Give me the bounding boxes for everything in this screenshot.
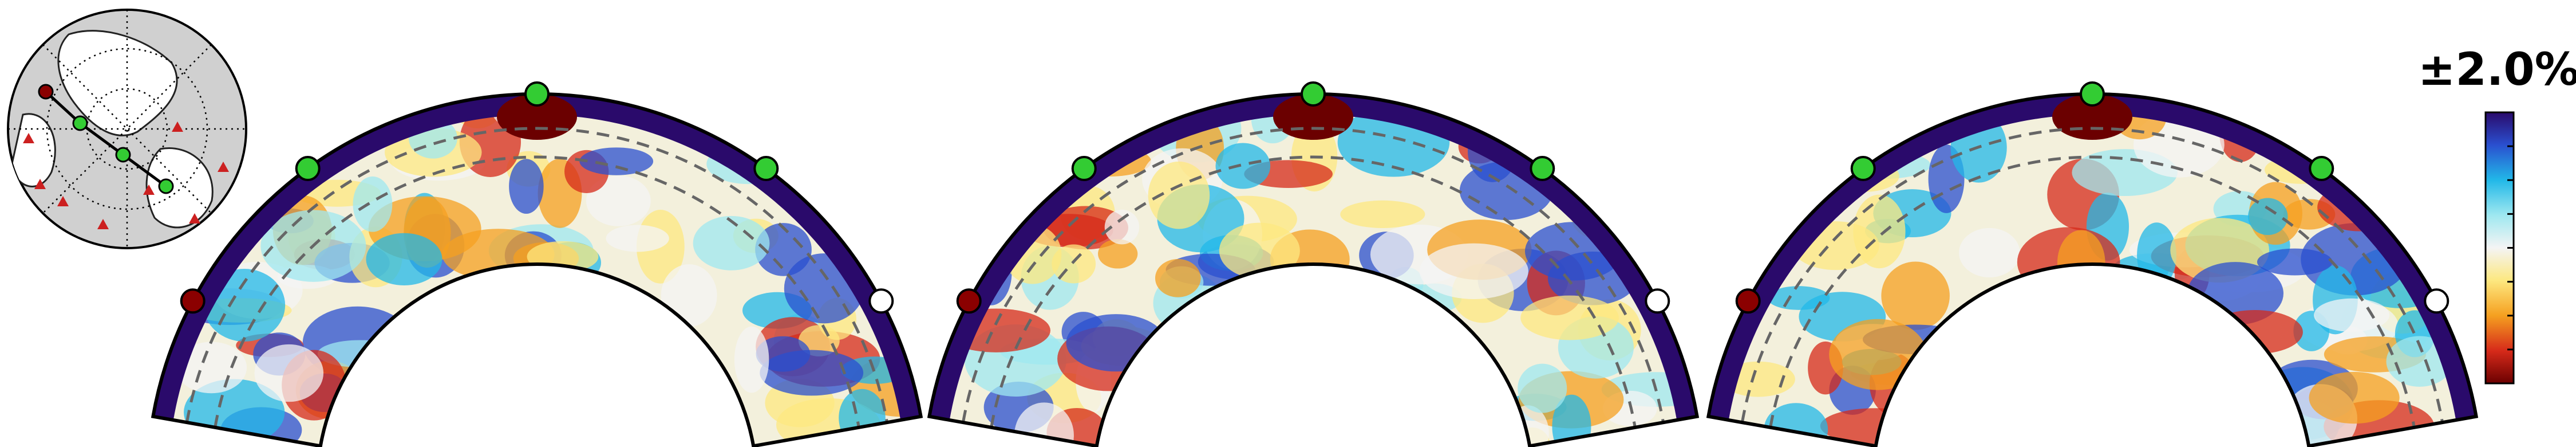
anomaly bbox=[1959, 228, 2020, 278]
anomaly bbox=[1829, 319, 1927, 390]
discontinuity bbox=[1769, 155, 2416, 428]
anomaly bbox=[606, 225, 669, 252]
anomaly bbox=[1419, 243, 1528, 299]
anomaly bbox=[1155, 258, 1201, 297]
anomaly bbox=[1043, 206, 1128, 250]
anomaly bbox=[693, 215, 770, 270]
anomaly bbox=[1881, 261, 1950, 330]
anomaly bbox=[734, 326, 769, 393]
anomaly bbox=[1098, 239, 1138, 269]
anomaly bbox=[2314, 298, 2390, 332]
station bbox=[524, 81, 550, 107]
discontinuity bbox=[961, 127, 1665, 423]
station bbox=[956, 288, 982, 314]
station bbox=[868, 288, 894, 314]
anomaly bbox=[756, 336, 811, 372]
station bbox=[295, 156, 321, 182]
velocity-field bbox=[153, 94, 921, 446]
station bbox=[1645, 288, 1670, 314]
anomaly bbox=[254, 344, 324, 402]
anomaly bbox=[2257, 248, 2333, 276]
anomaly bbox=[1219, 222, 1300, 279]
anomaly bbox=[176, 342, 247, 394]
cross-section bbox=[1706, 81, 2479, 447]
colorbar-label: ±2.0% bbox=[2418, 44, 2576, 96]
velocity-field bbox=[929, 94, 1697, 446]
station bbox=[2424, 288, 2449, 314]
station bbox=[753, 156, 779, 182]
anomaly bbox=[509, 159, 544, 214]
anomaly bbox=[1066, 314, 1166, 372]
anomaly bbox=[2309, 371, 2400, 424]
anomaly bbox=[353, 176, 393, 232]
station bbox=[1850, 156, 1876, 182]
globe-inset bbox=[7, 9, 247, 249]
station bbox=[1530, 156, 1555, 182]
anomaly bbox=[1520, 295, 1619, 340]
station bbox=[1735, 288, 1761, 314]
anomaly bbox=[527, 241, 599, 272]
station bbox=[2309, 156, 2334, 182]
colorbar: ±2.0% bbox=[2418, 44, 2576, 385]
station bbox=[2080, 81, 2105, 107]
anomaly bbox=[1340, 200, 1425, 229]
anomaly bbox=[1767, 286, 1830, 310]
anomaly bbox=[1104, 209, 1140, 245]
discontinuity bbox=[214, 155, 860, 428]
discontinuity bbox=[990, 155, 1637, 428]
cross-sections bbox=[151, 81, 2479, 447]
anomaly bbox=[1215, 143, 1271, 189]
station bbox=[1301, 81, 1326, 107]
cross-section bbox=[151, 81, 923, 447]
discontinuity bbox=[1740, 127, 2444, 423]
anomaly bbox=[579, 147, 654, 175]
anomaly bbox=[586, 175, 651, 226]
anomaly bbox=[1518, 363, 1567, 413]
station bbox=[180, 288, 206, 314]
anomaly bbox=[839, 389, 886, 446]
anomaly bbox=[661, 264, 717, 327]
station bbox=[1071, 156, 1097, 182]
anomaly bbox=[2206, 309, 2303, 354]
anomaly bbox=[366, 233, 442, 285]
cross-section bbox=[927, 81, 1700, 447]
anomaly bbox=[2247, 198, 2288, 236]
discontinuity bbox=[185, 127, 889, 423]
